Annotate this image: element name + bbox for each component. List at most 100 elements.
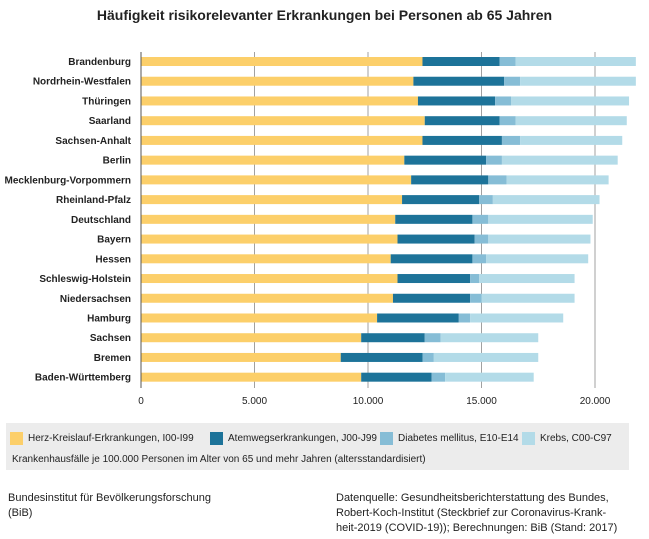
bar-segment: [141, 214, 396, 224]
category-label: Thüringen: [82, 96, 131, 107]
bar-segment: [141, 352, 341, 362]
legend-item-herz: Herz-Kreislauf-Erkrankungen, I00-I99: [10, 432, 194, 445]
bar-segment: [515, 57, 636, 66]
bar-segment: [499, 116, 516, 126]
bar-segment: [520, 76, 636, 86]
bar-segment: [395, 214, 473, 224]
x-tick-label: 0: [138, 396, 144, 407]
legend-label-atemweg: Atemwegserkrankungen, J00-J99: [228, 433, 377, 444]
bar-segment: [141, 313, 378, 323]
category-label: Deutschland: [71, 215, 131, 226]
bar-segment: [504, 76, 521, 86]
category-label: Bremen: [94, 353, 131, 364]
category-label: Nordrhein-Westfalen: [33, 77, 131, 88]
bar-segment: [397, 234, 475, 244]
category-label: Sachsen: [90, 333, 131, 344]
legend-label-krebs: Krebs, C00-C97: [540, 433, 612, 444]
bar-segment: [479, 274, 575, 284]
x-tick-label: 20.000: [580, 396, 611, 407]
bar-segment: [141, 234, 398, 244]
footer-source-line: Datenquelle: Gesundheitsberichterstattun…: [336, 492, 609, 504]
bar-segment: [486, 155, 502, 165]
category-label: Hessen: [95, 254, 131, 265]
legend-swatch-krebs: [522, 432, 535, 445]
x-tick-label: 10.000: [353, 396, 384, 407]
bar-segment: [488, 214, 593, 224]
category-label: Baden-Württemberg: [35, 373, 131, 384]
footer-source: Datenquelle: Gesundheitsberichterstattun…: [336, 491, 641, 536]
legend-item-krebs: Krebs, C00-C97: [522, 432, 612, 445]
bar-segment: [424, 116, 500, 126]
bar-segment: [492, 195, 600, 205]
bar-segment: [470, 313, 564, 323]
bar-segment: [392, 293, 471, 303]
bar-segment: [141, 155, 405, 165]
bar-segment: [472, 254, 487, 264]
bar-segment: [141, 135, 423, 145]
category-label: Schleswig-Holstein: [39, 274, 131, 285]
legend-swatch-diabetes: [380, 432, 393, 445]
bar-segment: [141, 333, 362, 343]
bar-segment: [458, 313, 471, 323]
footer-publisher-line: (BiB): [8, 507, 33, 519]
bar-segment: [417, 96, 496, 106]
bar-segment: [470, 274, 480, 284]
footer-source-line: heit-2019 (COVID-19)); Berechnungen: BiB…: [336, 522, 618, 534]
bar-segment: [390, 254, 473, 264]
bar-segment: [413, 76, 505, 86]
category-label: Brandenburg: [68, 57, 131, 68]
bar-segment: [361, 333, 425, 343]
category-label: Sachsen-Anhalt: [55, 136, 131, 147]
bar-segment: [377, 313, 459, 323]
bar-segment: [501, 155, 618, 165]
legend-label-diabetes: Diabetes mellitus, E10-E14: [398, 433, 519, 444]
bar-segment: [141, 96, 418, 106]
bar-segment: [141, 116, 425, 126]
x-tick-label: 5.000: [242, 396, 267, 407]
footer-publisher-line: Bundesinstitut für Bevölkerungsforschung: [8, 492, 212, 504]
legend-label-herz: Herz-Kreislauf-Erkrankungen, I00-I99: [28, 433, 194, 444]
bar-segment: [141, 372, 362, 382]
bar-segment: [141, 195, 403, 205]
bar-segment: [402, 195, 480, 205]
bar-segment: [404, 155, 487, 165]
legend-item-atemweg: Atemwegserkrankungen, J00-J99: [210, 432, 377, 445]
category-label: Bayern: [97, 235, 131, 246]
legend-note: Krankenhausfälle je 100.000 Personen im …: [12, 454, 426, 465]
bar-segment: [506, 175, 609, 185]
bar-segment: [422, 352, 434, 362]
bar-segment: [486, 254, 589, 264]
bar-segment: [361, 372, 432, 382]
bar-segment: [511, 96, 630, 106]
bar-segment: [141, 254, 391, 264]
bar-segment: [520, 135, 623, 145]
bar-segment: [472, 214, 489, 224]
chart-title: Häufigkeit risikorelevanter Erkrankungen…: [96, 7, 553, 23]
bar-segment: [433, 352, 539, 362]
bar-segment: [495, 96, 512, 106]
bar-segment: [141, 76, 414, 86]
bar-segment: [501, 135, 521, 145]
legend-swatch-herz: [10, 432, 23, 445]
category-label: Rheinland-Pfalz: [56, 195, 131, 206]
legend: Herz-Kreislauf-Erkrankungen, I00-I99 Ate…: [6, 423, 629, 470]
bar-segment: [422, 135, 502, 145]
bar-segment: [141, 57, 423, 66]
bar-segment: [440, 333, 539, 343]
bar-segment: [141, 175, 412, 185]
bar-segment: [411, 175, 489, 185]
bar-segment: [141, 293, 393, 303]
stacked-bar-chart: Brandenburg Nordrhein-Westfalen Thüringen S…: [5, 52, 636, 407]
category-label: Berlin: [103, 156, 131, 167]
bar-segment: [141, 274, 398, 284]
footer-publisher: Bundesinstitut für Bevölkerungsforschung…: [8, 491, 211, 521]
bar-segment: [481, 293, 575, 303]
bar-segment: [488, 175, 507, 185]
bar-segment: [474, 234, 489, 244]
bar-segment: [470, 293, 482, 303]
bar-segment: [488, 234, 591, 244]
category-label: Mecklenburg-Vorpommern: [5, 175, 132, 186]
legend-item-diabetes: Diabetes mellitus, E10-E14: [380, 432, 519, 445]
bar-segment: [431, 372, 446, 382]
bar-segment: [499, 57, 516, 66]
